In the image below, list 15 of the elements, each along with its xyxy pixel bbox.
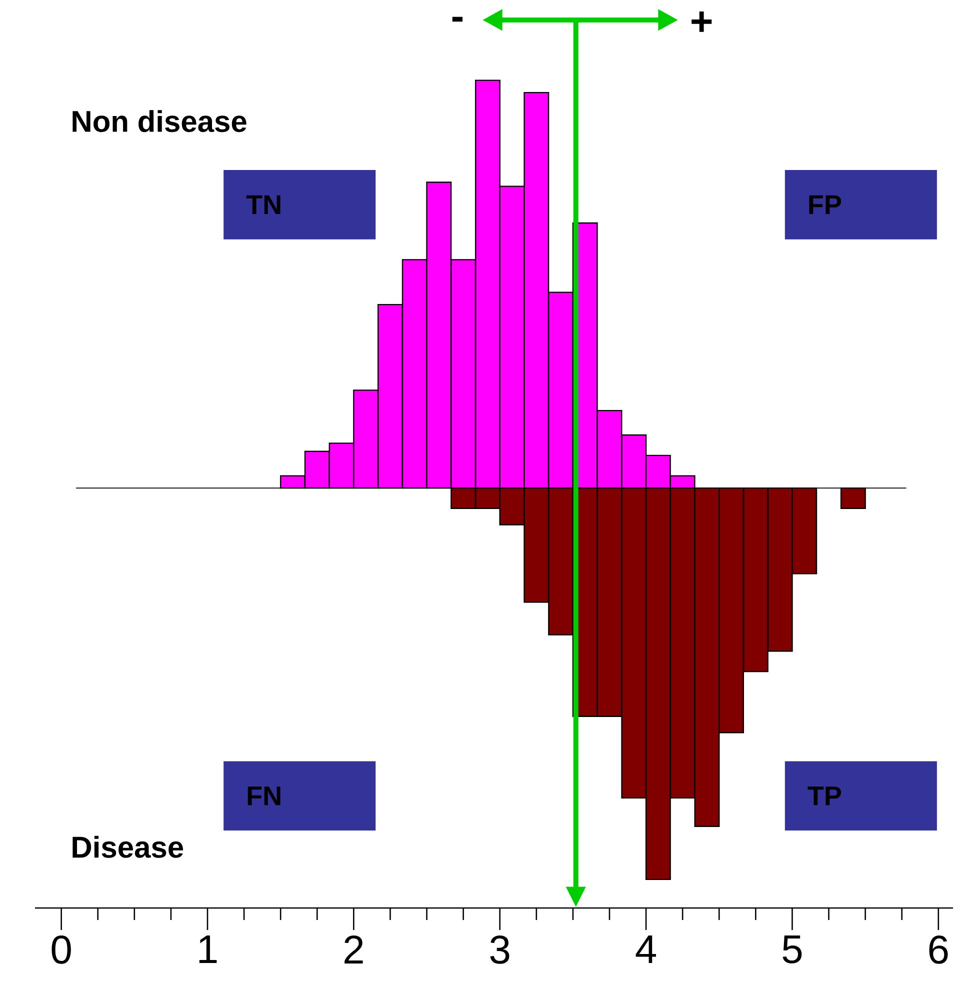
x-tick-label: 5 xyxy=(782,936,802,964)
x-tick-label: 1 xyxy=(199,936,217,964)
annotation: Non disease xyxy=(72,110,246,132)
x-tick-label: 0 xyxy=(52,936,71,964)
x-tick-label: 4 xyxy=(636,936,656,964)
annotation: TP xyxy=(808,786,842,806)
x-tick-label: 2 xyxy=(344,936,363,964)
annotation: TN xyxy=(246,195,280,214)
x-tick-label: 6 xyxy=(929,936,948,964)
annotation: Disease xyxy=(72,836,184,858)
text: - xyxy=(452,16,463,22)
annotation: FN xyxy=(248,786,280,806)
x-tick-label: 3 xyxy=(490,936,510,964)
text: + xyxy=(692,12,712,32)
annotation: FP xyxy=(809,195,842,214)
